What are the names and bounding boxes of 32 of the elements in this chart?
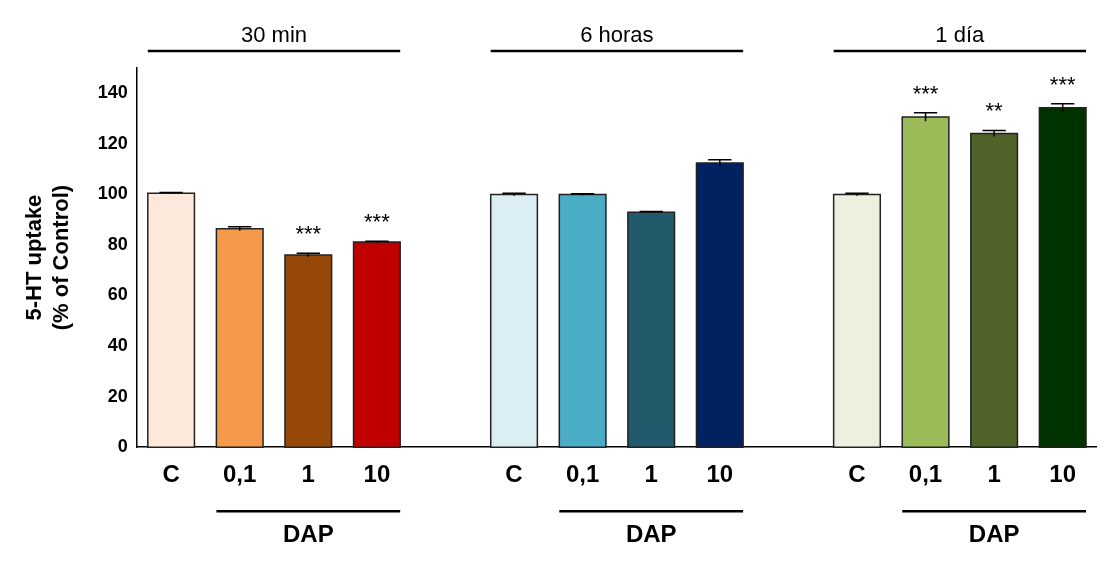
x-tick-label: C (505, 460, 523, 488)
data-label: *** (364, 209, 391, 235)
text: DAP (625, 519, 677, 547)
y-tick-label: 20 (107, 385, 128, 406)
data-label: *** (1049, 71, 1076, 97)
data-label: ** (985, 98, 1004, 124)
data-label: *** (912, 80, 939, 106)
x-tick-label: 0,1 (908, 460, 943, 488)
y-tick-label: 140 (97, 82, 128, 103)
y-tick-label: 0 (117, 436, 128, 457)
y-tick-label: 40 (107, 335, 128, 356)
text: 1 día (935, 22, 986, 47)
y-tick-label: 100 (97, 183, 128, 204)
text: DAP (282, 519, 334, 547)
x-tick-label: C (162, 460, 180, 488)
x-tick-label: 1 (987, 460, 1001, 488)
x-tick-label: C (848, 460, 866, 488)
text: DAP (968, 519, 1020, 547)
x-tick-label: 0,1 (565, 460, 600, 488)
y-tick-label: 80 (107, 233, 128, 254)
x-tick-label: 0,1 (223, 460, 257, 488)
text: 6 horas (580, 22, 654, 47)
y-axis-title: 5-HT uptake (% of Control) (21, 184, 73, 331)
x-tick-label: 1 (301, 460, 315, 488)
x-tick-label: 10 (706, 460, 734, 488)
x-tick-label: 10 (1049, 460, 1077, 488)
text: 30 min (240, 22, 308, 47)
x-tick-label: 10 (363, 460, 391, 488)
y-tick-label: 60 (107, 284, 128, 305)
y-tick-label: 120 (97, 132, 128, 153)
data-label: *** (295, 221, 322, 247)
x-tick-label: 1 (644, 460, 658, 488)
